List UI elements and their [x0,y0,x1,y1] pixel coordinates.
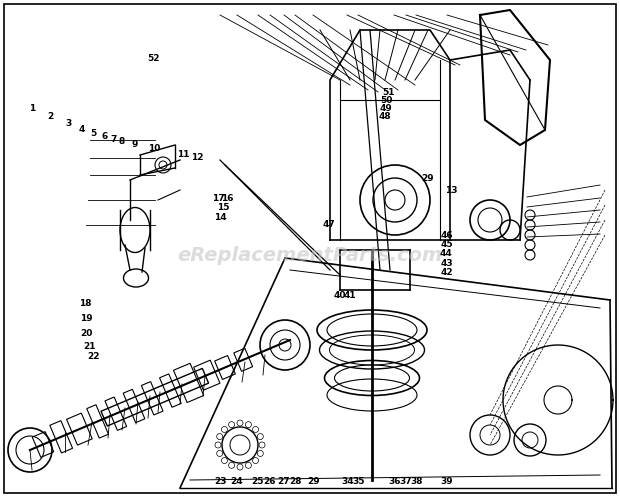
Text: 12: 12 [191,153,203,162]
Text: 4: 4 [79,125,85,134]
Text: 49: 49 [379,104,392,113]
Text: 3: 3 [65,119,71,128]
Text: 19: 19 [81,314,93,323]
Text: 50: 50 [381,96,393,105]
Text: 26: 26 [264,477,276,486]
Text: 42: 42 [440,268,453,277]
Text: 13: 13 [445,186,458,195]
Text: 11: 11 [177,150,189,159]
Text: 23: 23 [214,477,226,486]
Text: 39: 39 [440,477,453,486]
Text: 37: 37 [399,477,412,486]
Text: 1: 1 [29,104,35,113]
Text: 2: 2 [48,112,54,121]
Text: 24: 24 [231,477,243,486]
Text: 47: 47 [322,220,335,229]
Text: 6: 6 [101,132,107,141]
Text: 21: 21 [84,342,96,351]
Text: 41: 41 [344,291,356,300]
Text: 51: 51 [382,88,394,97]
Text: 15: 15 [217,203,229,212]
Text: 35: 35 [352,477,365,486]
Text: eReplacementParts.com: eReplacementParts.com [177,246,443,264]
Text: 44: 44 [440,249,453,258]
Text: 29: 29 [308,477,320,486]
Text: 9: 9 [132,140,138,149]
Text: 5: 5 [90,129,96,138]
Text: 36: 36 [388,477,401,486]
Text: 7: 7 [110,135,117,144]
Text: 29: 29 [422,174,434,183]
Text: 20: 20 [81,330,93,338]
Text: 10: 10 [148,144,160,153]
Text: 28: 28 [289,477,301,486]
Text: 38: 38 [410,477,423,486]
Text: 43: 43 [440,259,453,268]
Text: 45: 45 [440,240,453,249]
Text: 18: 18 [79,299,92,308]
Text: 40: 40 [334,291,346,300]
Text: 25: 25 [251,477,264,486]
Text: 46: 46 [440,231,453,240]
Text: 14: 14 [214,213,226,222]
Text: 22: 22 [87,352,99,361]
Text: 52: 52 [148,54,160,63]
Text: 8: 8 [118,137,125,146]
Text: 17: 17 [212,194,224,203]
Text: 34: 34 [341,477,353,486]
Text: 48: 48 [378,112,391,121]
Text: 27: 27 [278,477,290,486]
Text: 16: 16 [221,194,233,203]
